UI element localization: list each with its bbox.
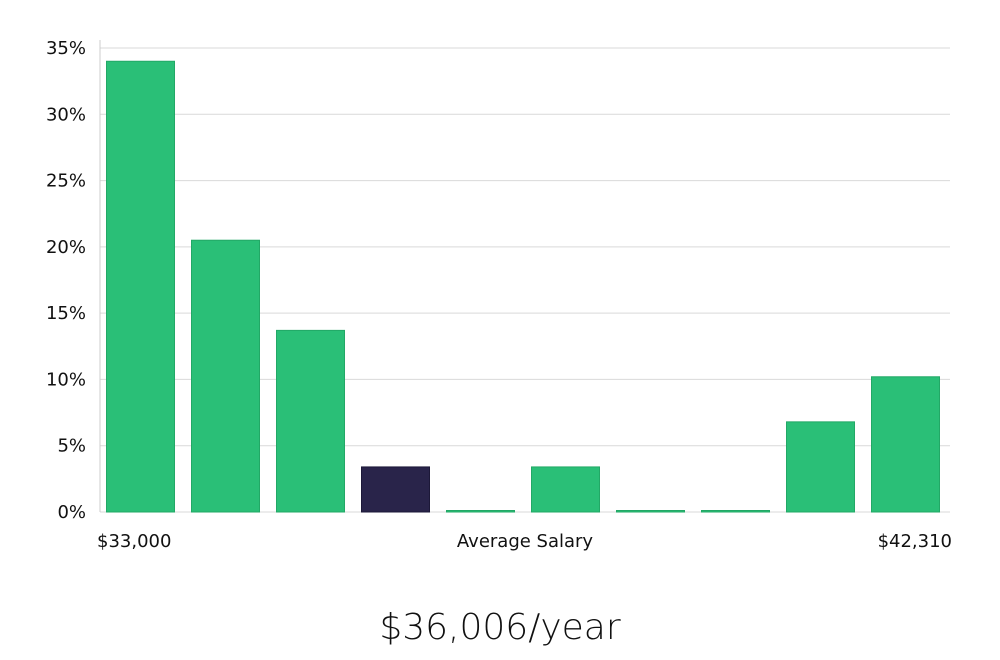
bar	[276, 329, 345, 513]
x-min-label: $33,000	[97, 531, 171, 552]
bar-layer	[106, 60, 940, 513]
y-tick-label: 0%	[57, 502, 86, 523]
y-tick-label: 25%	[46, 171, 86, 192]
y-tick-label: 5%	[57, 436, 86, 457]
bar	[191, 239, 260, 513]
chart-svg: 0% 5% 10% 15% 20% 25% 30% 35% $33,000 Average S…	[46, 38, 952, 552]
bar	[531, 466, 600, 513]
y-tick-label: 35%	[46, 38, 86, 59]
bar	[106, 60, 175, 513]
x-axis-title: Average Salary	[457, 531, 594, 552]
y-tick-label: 20%	[46, 237, 86, 258]
y-tick-label: 15%	[46, 303, 86, 324]
average-salary-caption: $36,006/year	[379, 607, 621, 648]
bar	[446, 510, 515, 513]
salary-histogram: 0% 5% 10% 15% 20% 25% 30% 35% $33,000 Average S…	[46, 38, 952, 552]
bar	[616, 510, 685, 513]
y-tick-label: 30%	[46, 104, 86, 125]
bar-highlighted	[361, 466, 430, 513]
x-max-label: $42,310	[878, 531, 952, 552]
bar	[701, 510, 770, 513]
bar	[871, 376, 940, 513]
bar	[786, 421, 855, 513]
y-tick-labels: 0% 5% 10% 15% 20% 25% 30% 35%	[46, 38, 86, 523]
y-tick-label: 10%	[46, 369, 86, 390]
